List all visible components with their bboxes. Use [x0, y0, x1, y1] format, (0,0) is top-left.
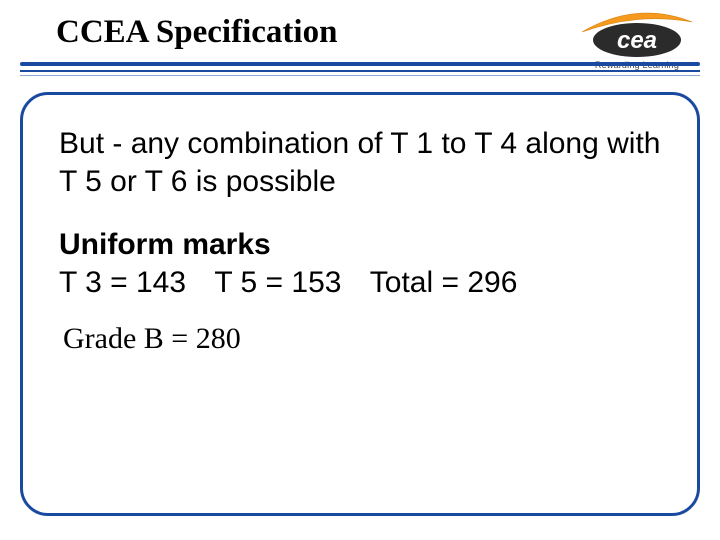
header: CCEA Specification cea Rewarding Learnin…: [0, 0, 720, 92]
marks-line: T 3 = 143 T 5 = 153 Total = 296: [59, 266, 669, 300]
grade-line: Grade B = 280: [63, 322, 669, 356]
logo-text: cea: [617, 27, 657, 54]
header-rule-thin: [20, 75, 700, 76]
mark-t5: T 5 = 153: [214, 266, 341, 300]
slide: CCEA Specification cea Rewarding Learnin…: [0, 0, 720, 540]
header-rule-thick: [20, 62, 700, 66]
mark-total: Total = 296: [370, 266, 518, 300]
cea-logo-icon: cea: [578, 6, 696, 62]
uniform-marks-heading: Uniform marks: [59, 228, 669, 262]
page-title: CCEA Specification: [56, 14, 337, 51]
logo: cea Rewarding Learning: [578, 6, 696, 70]
content-frame: But - any combination of T 1 to T 4 alon…: [20, 92, 700, 516]
intro-text: But - any combination of T 1 to T 4 alon…: [59, 125, 669, 202]
header-rule-mid: [20, 70, 700, 72]
mark-t3: T 3 = 143: [59, 266, 186, 300]
